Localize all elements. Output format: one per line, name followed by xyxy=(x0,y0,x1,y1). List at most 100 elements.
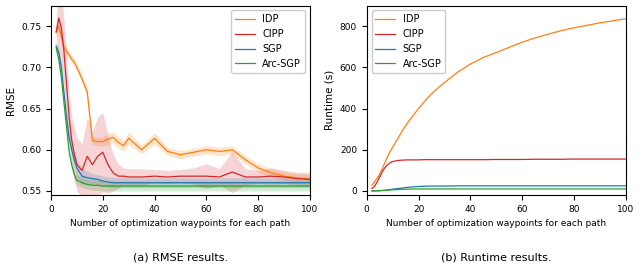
CIPP xyxy=(622,157,630,161)
SGP xyxy=(389,188,397,191)
Legend: IDP, CIPP, SGP, Arc-SGP: IDP, CIPP, SGP, Arc-SGP xyxy=(372,10,445,73)
CIPP xyxy=(596,157,604,161)
SGP xyxy=(55,51,63,54)
SGP xyxy=(373,189,381,192)
SGP xyxy=(386,188,394,191)
CIPP xyxy=(99,151,107,154)
Arc-SGP xyxy=(506,187,513,191)
Arc-SGP xyxy=(73,179,81,182)
IDP xyxy=(99,140,107,143)
CIPP xyxy=(492,158,500,161)
IDP xyxy=(373,177,381,180)
Arc-SGP xyxy=(177,185,184,188)
Arc-SGP xyxy=(420,187,428,191)
Arc-SGP xyxy=(596,187,604,191)
SGP xyxy=(570,184,578,188)
SGP xyxy=(293,181,301,184)
CIPP xyxy=(268,175,275,178)
IDP xyxy=(415,107,422,110)
SGP xyxy=(435,185,443,188)
SGP xyxy=(52,44,60,48)
CIPP xyxy=(104,163,112,166)
IDP xyxy=(216,150,223,153)
CIPP xyxy=(125,175,132,179)
SGP xyxy=(404,186,412,189)
CIPP xyxy=(506,158,513,161)
IDP xyxy=(55,25,63,28)
SGP xyxy=(164,181,172,184)
Arc-SGP xyxy=(104,185,112,188)
CIPP xyxy=(58,26,65,30)
Arc-SGP xyxy=(58,76,65,79)
Text: (b) Runtime results.: (b) Runtime results. xyxy=(441,252,552,262)
SGP xyxy=(216,181,223,184)
IDP xyxy=(583,24,591,27)
SGP xyxy=(99,179,107,183)
CIPP xyxy=(420,158,428,161)
CIPP xyxy=(65,115,73,118)
IDP xyxy=(386,150,394,153)
Arc-SGP xyxy=(394,188,402,191)
CIPP xyxy=(164,175,172,179)
Arc-SGP xyxy=(63,125,70,128)
Arc-SGP xyxy=(55,57,63,61)
Arc-SGP xyxy=(518,187,526,191)
Arc-SGP xyxy=(399,188,407,191)
IDP xyxy=(241,158,249,161)
IDP xyxy=(389,146,397,149)
X-axis label: Number of optimization waypoints for each path: Number of optimization waypoints for eac… xyxy=(70,220,291,228)
Arc-SGP xyxy=(70,173,78,176)
Arc-SGP xyxy=(109,185,117,188)
SGP xyxy=(518,184,526,188)
SGP xyxy=(378,189,386,192)
Arc-SGP xyxy=(60,100,68,104)
IDP xyxy=(83,91,91,94)
CIPP xyxy=(404,158,412,162)
Arc-SGP xyxy=(78,181,86,184)
Line: CIPP: CIPP xyxy=(56,18,310,179)
SGP xyxy=(60,91,68,94)
SGP xyxy=(425,185,433,188)
CIPP xyxy=(531,158,539,161)
IDP xyxy=(293,176,301,179)
CIPP xyxy=(383,163,391,166)
SGP xyxy=(430,185,438,188)
SGP xyxy=(381,189,388,192)
CIPP xyxy=(454,158,461,161)
IDP xyxy=(596,21,604,24)
CIPP xyxy=(138,175,145,179)
Text: (a) RMSE results.: (a) RMSE results. xyxy=(133,252,228,262)
IDP xyxy=(410,114,417,117)
IDP xyxy=(420,101,428,104)
IDP xyxy=(394,137,402,140)
SGP xyxy=(83,176,91,179)
CIPP xyxy=(415,158,422,162)
SGP xyxy=(622,184,630,188)
CIPP xyxy=(381,166,388,169)
CIPP xyxy=(570,157,578,161)
IDP xyxy=(306,177,314,180)
Arc-SGP xyxy=(479,187,487,191)
CIPP xyxy=(93,155,101,158)
X-axis label: Number of optimization waypoints for each path: Number of optimization waypoints for eac… xyxy=(386,220,606,228)
CIPP xyxy=(399,159,407,162)
IDP xyxy=(425,95,433,98)
IDP xyxy=(268,171,275,175)
IDP xyxy=(622,17,630,20)
SGP xyxy=(189,181,197,184)
IDP xyxy=(280,175,288,178)
SGP xyxy=(120,181,127,184)
SGP xyxy=(410,185,417,189)
SGP xyxy=(506,184,513,188)
Line: CIPP: CIPP xyxy=(372,159,626,189)
IDP xyxy=(58,34,65,38)
SGP xyxy=(115,181,122,184)
CIPP xyxy=(467,158,474,161)
SGP xyxy=(394,187,402,190)
SGP xyxy=(68,148,76,151)
IDP xyxy=(125,137,132,140)
Arc-SGP xyxy=(151,185,159,188)
Arc-SGP xyxy=(430,187,438,191)
CIPP xyxy=(544,158,552,161)
SGP xyxy=(583,184,591,188)
